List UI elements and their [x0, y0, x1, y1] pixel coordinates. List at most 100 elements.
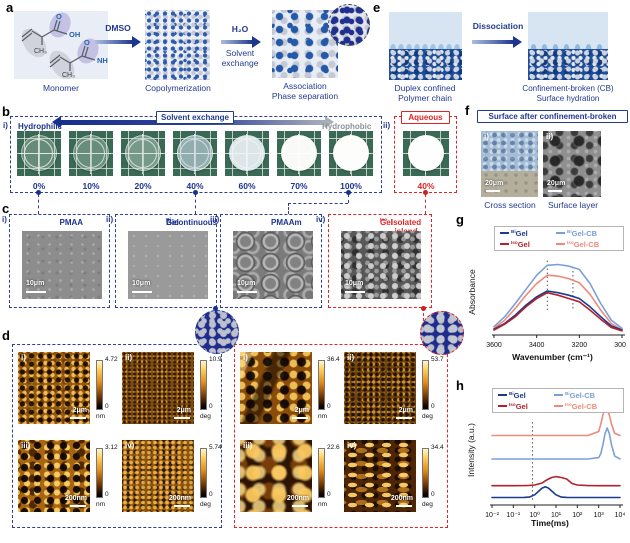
dissociation-label: Dissociation [472, 21, 524, 31]
colorbar-max: 53.7 [431, 356, 444, 363]
legend-bigel: Bi Gel [500, 229, 528, 238]
afm-isogel-phase-2um: ii) 2μm [344, 352, 416, 424]
methyl-label-2: CH₃ [62, 72, 75, 79]
panel-d-label: d [2, 328, 10, 343]
connector-dot-isogel [421, 306, 426, 311]
hydroxyl-label: OH [69, 30, 80, 39]
colorbar-unit: nm [96, 501, 106, 508]
sample-photo-70pct [277, 131, 321, 176]
connector-100pct-v2 [288, 203, 289, 214]
panel-h-label: h [456, 378, 464, 393]
g-xlabel: Wavenumber (cm⁻¹) [512, 352, 593, 362]
amine-label: NH₂ [97, 56, 108, 65]
sample-photo-60pct [225, 131, 269, 176]
cross-section-sem-image: i) 20μm [481, 131, 538, 197]
gel-disc [21, 135, 57, 171]
cross-section-caption: Cross section [484, 200, 536, 210]
legend-isogel-cb: Iso Gel-CB [554, 402, 597, 411]
colorbar-min: 0 [209, 403, 213, 410]
cb-caption-line1: Confinement-broken (CB) [522, 84, 614, 93]
connector-100pct-v1 [348, 194, 349, 203]
panel-e-label: e [373, 0, 381, 15]
sample-photo-20pct [121, 131, 165, 176]
connector-dot-aqueous [423, 190, 428, 195]
g-ylabel: Absorbance [467, 269, 477, 315]
ftir-chart: 3600 3400 3200 3000 [486, 258, 626, 349]
svg-text:10⁴: 10⁴ [615, 512, 626, 519]
scalebar-label: 2μm [176, 407, 191, 414]
colorbar-unit: nm [96, 413, 106, 420]
hydrated-chain-loops [528, 35, 608, 50]
colorbar-max: 34.4 [431, 444, 444, 451]
colorbar [200, 448, 207, 498]
duplex-caption-line1: Duplex confined [394, 83, 456, 93]
scalebar [292, 505, 308, 507]
gel-disc [408, 135, 444, 171]
svg-text:3200: 3200 [572, 342, 588, 349]
scalebar-label: 2μm [398, 407, 413, 414]
gel-disc [229, 135, 265, 171]
tile-num: iii) [243, 441, 253, 450]
scalebar [345, 291, 365, 293]
scalebar-label: 20μm [547, 180, 566, 187]
scalebar-label: 10μm [26, 280, 45, 287]
panel-c-iii-label: iii) [210, 215, 220, 224]
colorbar-min: 0 [105, 403, 109, 410]
tile-num: iv) [347, 441, 357, 450]
bicontinuous-morphology-inset [195, 310, 239, 354]
panel-f-label: f [465, 103, 470, 118]
g-legend-box [494, 226, 624, 251]
scalebar [292, 417, 308, 419]
scalebar-label: 200nm [64, 495, 87, 502]
svg-text:3600: 3600 [486, 342, 502, 349]
legend-bigel-cb: Bi Gel-CB [554, 391, 595, 400]
legend-bigel: Bi Gel [498, 391, 526, 400]
colorbar-unit: deg [200, 501, 211, 508]
colorbar-min: 0 [431, 491, 435, 498]
connector-aqueous [425, 194, 426, 214]
colorbar-min: 0 [327, 403, 331, 410]
scalebar [396, 417, 412, 419]
panel-g-label: g [456, 212, 464, 227]
duplex-confined-image [389, 12, 462, 80]
panel-c-i-label: i) [2, 215, 7, 224]
hydrophilic-label: Hydrophilic [18, 122, 63, 131]
svg-text:10⁻²: 10⁻² [485, 512, 499, 519]
colorbar-max: 10.9 [209, 356, 222, 363]
panel-f-i-label: i) [484, 132, 489, 141]
legend-bigel-cb: Bi Gel-CB [556, 229, 597, 238]
colorbar-min: 0 [327, 491, 331, 498]
sample-photo-0pct [17, 131, 61, 176]
legend-isogel: Iso Gel [498, 402, 528, 411]
hydrophobic-label: Hydrophobic [322, 122, 372, 131]
pct-label-aqueous: 40% [417, 181, 435, 191]
colorbar [96, 448, 103, 498]
h-xlabel: Time(ms) [531, 518, 569, 528]
scalebar [548, 190, 562, 192]
isogel-afm-box [234, 344, 448, 528]
oxygen-label-2: O [84, 38, 90, 47]
isogel-sem-image: 10μm [341, 231, 421, 299]
h2o-label: H₂O [231, 24, 249, 34]
dmso-arrow [95, 36, 141, 48]
panel-b-label: b [2, 104, 10, 119]
pct-label-5: 70% [290, 181, 308, 191]
pct-label-6: 100% [340, 181, 362, 191]
svg-text:10²: 10² [572, 512, 583, 519]
colorbar-unit: nm [318, 501, 328, 508]
tile-num: iv) [125, 441, 135, 450]
solvent-exchange-pill: Solvent exchange [156, 111, 234, 124]
colorbar-max: 3.12 [105, 444, 118, 451]
sample-photo-40pct [173, 131, 217, 176]
scalebar [486, 190, 500, 192]
confined-chain-loops [389, 42, 462, 50]
pct-label-4: 60% [238, 181, 256, 191]
duplex-caption-line2: Polymer chain [398, 93, 452, 103]
connector-dot-bigel [213, 306, 218, 311]
colorbar-max: 22.6 [327, 444, 340, 451]
sample-photo-aqueous [403, 131, 449, 176]
colorbar-max: 36.4 [327, 356, 340, 363]
bigel-box [115, 214, 217, 308]
methyl-label-1: CH₃ [34, 48, 47, 55]
